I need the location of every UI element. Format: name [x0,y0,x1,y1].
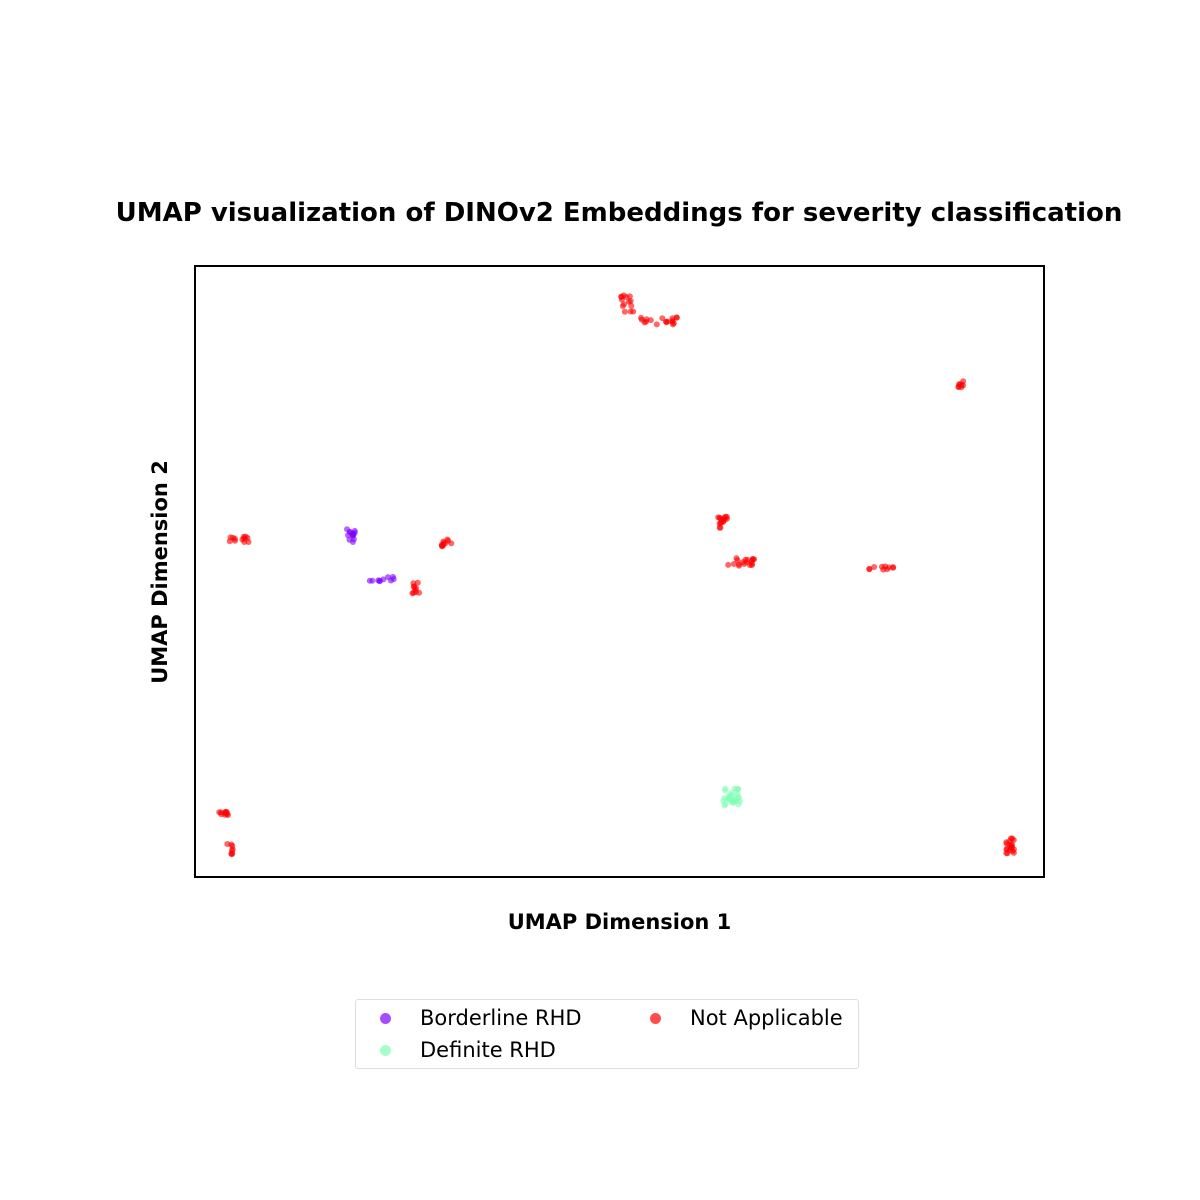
point-not-applicable [733,555,740,562]
point-not-applicable [228,850,235,857]
point-borderline-rhd [390,576,397,583]
plot-frame [194,265,1045,878]
point-not-applicable [245,539,252,545]
point-not-applicable [226,538,233,545]
point-not-applicable [749,562,755,568]
point-not-applicable [741,561,748,567]
data-points [216,292,1017,858]
point-not-applicable [730,561,737,567]
point-not-applicable [879,563,885,570]
legend-marker-not-applicable [650,1012,661,1024]
point-borderline-rhd [349,539,356,545]
legend-label-not-applicable: Not Applicable [690,1006,843,1030]
point-not-applicable [240,533,247,540]
point-definite-rhd [721,802,728,809]
point-not-applicable [409,590,416,597]
point-not-applicable [626,293,633,300]
point-definite-rhd [720,798,727,804]
point-not-applicable [1003,839,1010,846]
point-not-applicable [723,513,730,520]
point-not-applicable [890,564,897,571]
legend-item-definite-rhd: Definite RHD [380,1038,556,1062]
point-not-applicable [716,514,723,521]
y-axis-label: UMAP Dimension 2 [148,459,172,684]
point-not-applicable [884,566,890,573]
point-definite-rhd [722,785,729,792]
point-not-applicable [231,537,238,544]
point-not-applicable [659,315,666,322]
point-not-applicable [647,317,654,324]
point-definite-rhd [735,785,742,792]
point-definite-rhd [727,791,734,798]
point-not-applicable [871,564,878,570]
chart-title: UMAP visualization of DINOv2 Embeddings … [115,198,1123,228]
point-not-applicable [749,556,756,562]
point-not-applicable [627,298,634,304]
point-borderline-rhd [349,531,356,538]
point-not-applicable [1003,850,1010,857]
point-definite-rhd [730,798,737,805]
point-not-applicable [736,562,742,569]
point-not-applicable [621,301,627,308]
y-axis-label-container: UMAP Dimension 2 [140,266,180,877]
point-not-applicable [670,320,677,327]
legend-marker-borderline-rhd [380,1012,391,1024]
legend-label-borderline-rhd: Borderline RHD [420,1006,582,1030]
legend-item-borderline-rhd: Borderline RHD [380,1006,582,1030]
point-not-applicable [1009,835,1016,842]
point-not-applicable [725,561,732,568]
x-axis-label: UMAP Dimension 1 [507,910,732,934]
point-not-applicable [223,809,230,816]
point-not-applicable [716,524,723,531]
point-not-applicable [621,308,628,315]
point-not-applicable [618,296,625,303]
point-not-applicable [653,321,660,328]
legend-marker-definite-rhd [380,1044,391,1056]
point-not-applicable [960,382,966,389]
point-not-applicable [673,314,680,321]
point-not-applicable [224,841,231,847]
legend-label-definite-rhd: Definite RHD [420,1038,556,1062]
legend-item-not-applicable: Not Applicable [650,1006,843,1030]
point-borderline-rhd [366,577,373,584]
point-not-applicable [641,319,648,326]
point-not-applicable [717,519,724,526]
point-not-applicable [438,541,445,548]
point-borderline-rhd [385,574,391,581]
point-not-applicable [1007,844,1014,851]
legend: Borderline RHD Definite RHD Not Applicab… [355,999,859,1069]
point-not-applicable [866,566,873,573]
point-borderline-rhd [376,578,383,585]
point-not-applicable [630,308,637,315]
